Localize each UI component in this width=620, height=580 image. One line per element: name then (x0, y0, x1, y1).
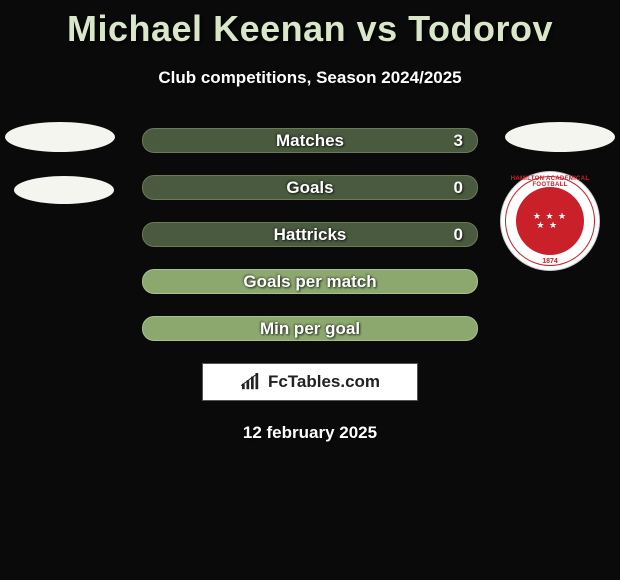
date-label: 12 february 2025 (0, 423, 620, 443)
player-left-secondary-placeholder (14, 176, 114, 204)
club-crest: HAMILTON ACADEMICAL FOOTBALL ★ ★ ★ ★ ★ 1… (501, 172, 599, 270)
fctables-logo[interactable]: FcTables.com (202, 363, 418, 401)
chart-icon (240, 373, 262, 391)
stat-bar: Goals per match (142, 269, 478, 294)
player-left-placeholder (5, 122, 115, 152)
crest-inner: ★ ★ ★ ★ ★ (516, 187, 584, 255)
stat-label: Matches (276, 131, 344, 151)
subtitle: Club competitions, Season 2024/2025 (0, 68, 620, 88)
player-right-placeholder (505, 122, 615, 152)
crest-stars: ★ ★ ★ ★ ★ (533, 212, 567, 230)
stat-bar: Min per goal (142, 316, 478, 341)
stat-bar: Hattricks 0 (142, 222, 478, 247)
stat-label: Goals (286, 178, 333, 198)
stat-value: 0 (454, 225, 463, 245)
page-title: Michael Keenan vs Todorov (0, 0, 620, 50)
stat-bar: Matches 3 (142, 128, 478, 153)
stat-row-min-per-goal: Min per goal (0, 316, 620, 341)
stat-label: Goals per match (243, 272, 376, 292)
stat-value: 0 (454, 178, 463, 198)
stat-bar: Goals 0 (142, 175, 478, 200)
stat-label: Hattricks (274, 225, 347, 245)
stat-label: Min per goal (260, 319, 360, 339)
stat-row-goals-per-match: Goals per match (0, 269, 620, 294)
stat-value: 3 (454, 131, 463, 151)
logo-text: FcTables.com (268, 372, 380, 392)
crest-year: 1874 (501, 258, 599, 265)
